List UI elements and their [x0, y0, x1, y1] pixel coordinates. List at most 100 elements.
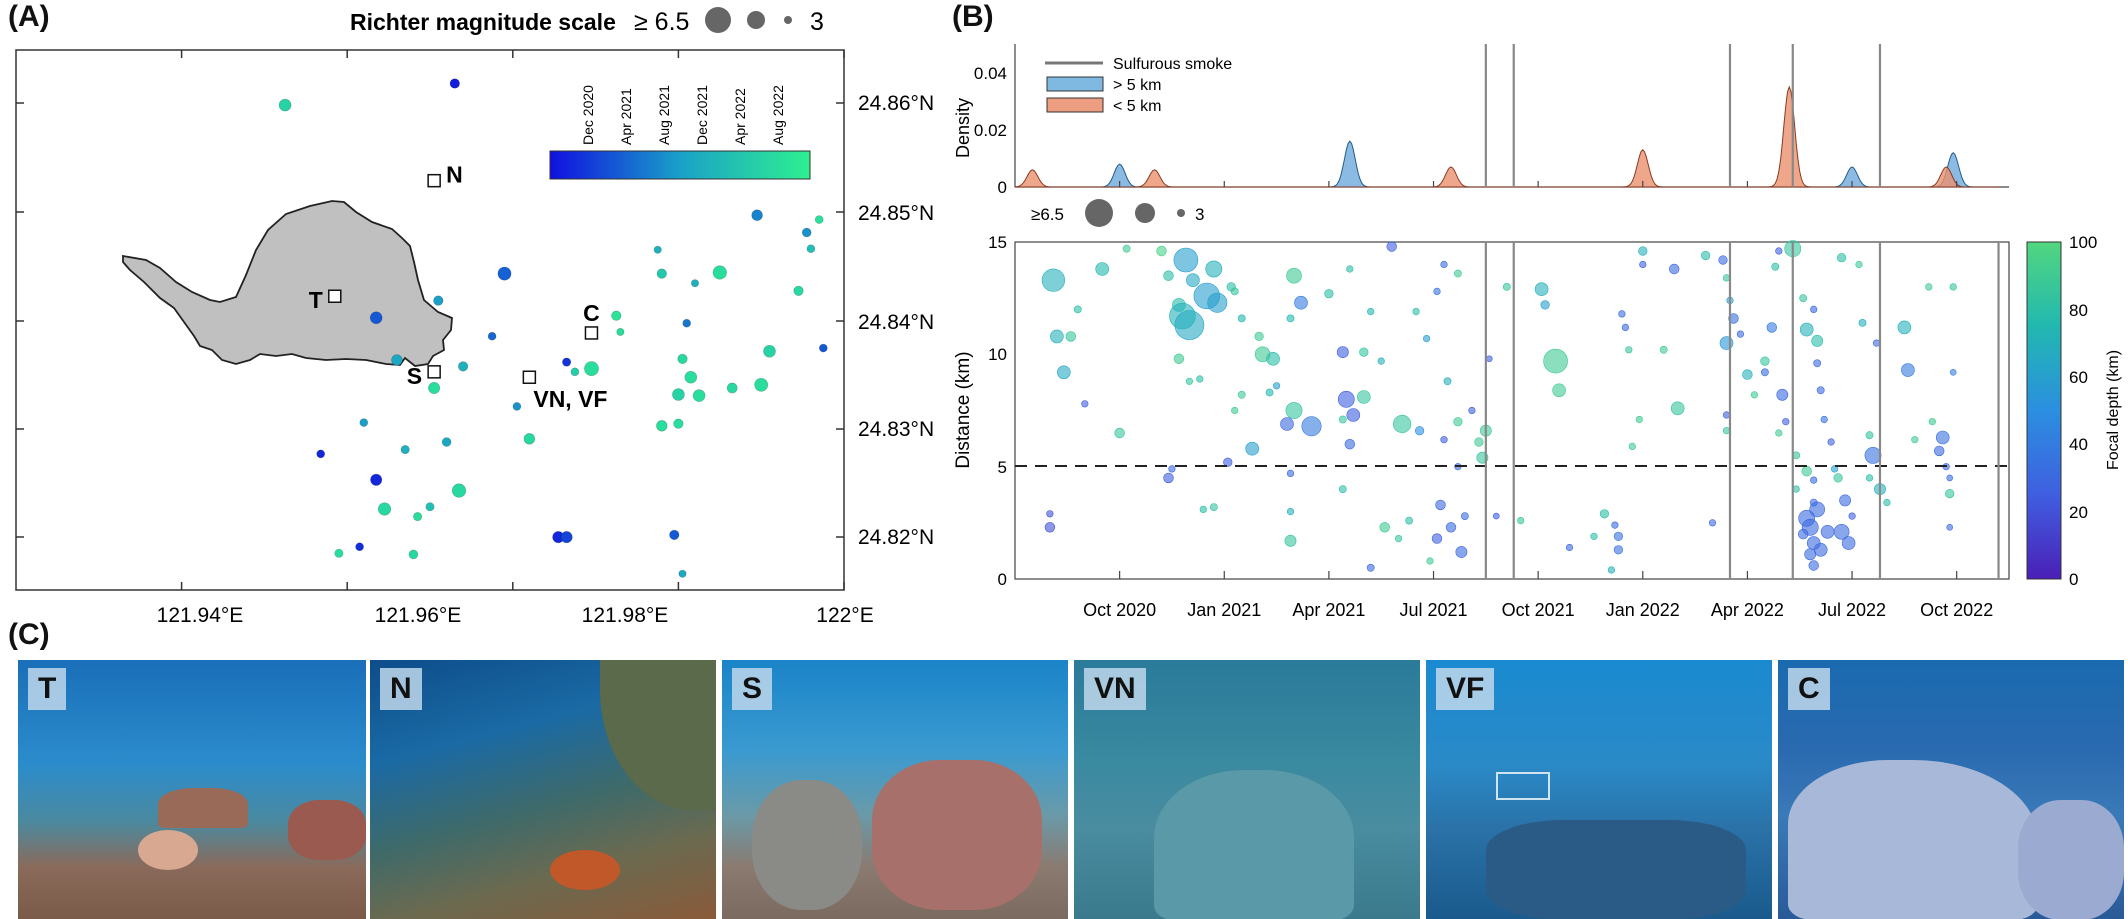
- epicenter-marker-40: [672, 388, 685, 401]
- quake-point-50: [1324, 289, 1334, 299]
- quake-point-139: [1820, 415, 1828, 424]
- quake-point-70: [1366, 563, 1375, 572]
- quake-point-138: [1816, 386, 1825, 395]
- epicenter-marker-20: [377, 502, 392, 516]
- quake-point-130: [1776, 388, 1789, 401]
- quake-point-85: [1474, 437, 1484, 447]
- quake-point-61: [1377, 357, 1385, 365]
- quake-point-126: [1761, 368, 1769, 377]
- quake-point-96: [1565, 543, 1574, 552]
- quake-point-5: [1073, 305, 1082, 314]
- quake-point-169: [1813, 542, 1828, 557]
- quake-point-24: [1114, 427, 1125, 439]
- quake-point-112: [1670, 401, 1685, 416]
- photo-label-s: S: [732, 668, 773, 710]
- epicenter-marker-31: [669, 529, 680, 541]
- scatter-ylabel: Distance (km): [955, 351, 974, 468]
- quake-point-49: [1284, 534, 1297, 547]
- quake-point-62: [1356, 390, 1371, 404]
- quake-point-150: [1864, 446, 1882, 464]
- vent-field-rocks: [1486, 820, 1746, 919]
- quake-point-4: [1065, 331, 1077, 342]
- epicenter-marker-8: [458, 361, 469, 372]
- quake-point-155: [1901, 363, 1915, 377]
- epicenter-marker-10: [512, 402, 522, 411]
- depth-cbar-tick-0: 0: [2069, 570, 2078, 589]
- epicenter-marker-3: [369, 311, 383, 325]
- quake-point-164: [1945, 489, 1955, 499]
- quake-point-82: [1455, 546, 1468, 558]
- quake-point-2: [1050, 329, 1064, 344]
- epicenter-marker-23: [425, 502, 435, 512]
- lat-label-2: 24.85°N: [858, 202, 934, 225]
- quake-point-151: [1865, 474, 1874, 482]
- site-marker-t: [328, 289, 342, 303]
- density-ytick-2: 0.04: [974, 64, 1007, 83]
- quake-point-92: [1534, 282, 1549, 297]
- map-colorbar-tick-3: Aug 2021: [656, 85, 672, 145]
- density-curve-far: [1015, 140, 1999, 188]
- survey-frame: [1496, 772, 1550, 800]
- legend-far-swatch: [1046, 76, 1104, 92]
- quake-point-12: [1163, 270, 1174, 281]
- quake-point-56: [1338, 485, 1347, 493]
- white-vent-rock: [1788, 760, 2038, 919]
- epicenter-marker-2: [449, 78, 460, 89]
- quake-point-131: [1782, 418, 1790, 426]
- quake-point-91: [1517, 516, 1525, 525]
- epicenter-marker-49: [806, 244, 816, 253]
- quake-point-163: [1949, 368, 1957, 376]
- x-tick-label-3: Apr 2021: [1292, 600, 1365, 620]
- quake-point-84: [1468, 406, 1476, 415]
- quake-point-34: [1237, 390, 1246, 399]
- quake-point-23: [1230, 287, 1239, 296]
- epicenter-marker-1: [278, 98, 292, 112]
- quake-point-32: [1223, 457, 1233, 467]
- map-colorbar-tick-5: Apr 2022: [732, 88, 748, 145]
- quake-point-162: [1949, 283, 1957, 291]
- photo-label-vf: VF: [1436, 668, 1495, 710]
- quake-point-177: [1792, 485, 1800, 493]
- quake-point-137: [1813, 359, 1822, 368]
- epicenter-marker-48: [801, 227, 812, 238]
- quake-point-38: [1266, 351, 1280, 366]
- epicenter-marker-51: [814, 215, 824, 224]
- map-size-legend-high: ≥ 6.5: [634, 8, 689, 36]
- scatter-frame: [1014, 241, 2010, 580]
- epicenter-marker-43: [656, 420, 668, 432]
- quake-point-14: [1186, 273, 1200, 288]
- epicenter-marker-36: [690, 279, 699, 288]
- epicenter-marker-30: [560, 531, 573, 544]
- photo-label-vn: VN: [1084, 668, 1146, 710]
- coral-fan: [288, 800, 366, 860]
- quake-point-120: [1722, 427, 1731, 435]
- x-tick-label-4: Jul 2021: [1399, 600, 1467, 620]
- quake-point-121: [1722, 411, 1731, 419]
- x-tick-label-1: Oct 2020: [1083, 600, 1156, 620]
- quake-point-173: [1809, 498, 1818, 507]
- quake-point-93: [1543, 348, 1568, 374]
- quake-point-182: [1855, 260, 1863, 269]
- quake-point-147: [1858, 318, 1867, 327]
- epicenter-marker-4: [433, 295, 444, 306]
- epicenter-marker-52: [818, 343, 828, 353]
- quake-point-108: [1638, 246, 1648, 256]
- quake-point-13: [1173, 247, 1199, 273]
- epicenter-marker-41: [692, 389, 706, 402]
- depth-cbar-tick-20: 20: [2069, 503, 2088, 522]
- quake-point-165: [1946, 523, 1954, 531]
- epicenter-marker-44: [673, 418, 684, 429]
- depth-cbar-tick-40: 40: [2069, 435, 2088, 454]
- lon-label-3: 121.98°E: [582, 604, 669, 627]
- map-size-legend-small-marker: [784, 16, 792, 24]
- quake-point-60: [1367, 308, 1375, 316]
- quake-point-97: [1590, 532, 1598, 540]
- quake-point-71: [1426, 557, 1434, 565]
- quake-point-119: [1736, 330, 1745, 338]
- quake-point-17: [1169, 302, 1196, 330]
- epicenter-marker-42: [726, 382, 738, 394]
- site-marker-vnvf: [522, 370, 537, 384]
- depth-cbar-tick-60: 60: [2069, 368, 2088, 387]
- quake-point-67: [1412, 308, 1420, 316]
- quake-point-153: [1883, 499, 1891, 507]
